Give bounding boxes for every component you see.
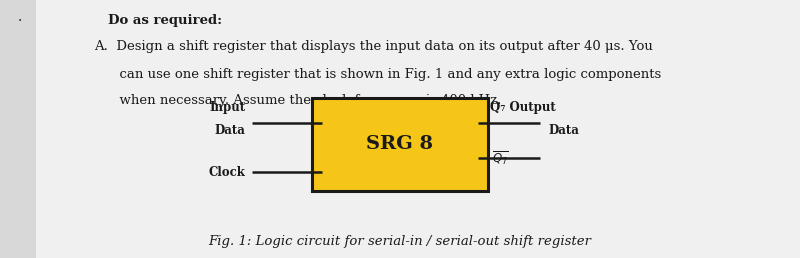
Bar xyxy=(0,0,36,258)
Text: Clock: Clock xyxy=(209,166,246,179)
Text: SRG 8: SRG 8 xyxy=(366,135,434,154)
Bar xyxy=(312,98,488,191)
Text: Q₇ Output: Q₇ Output xyxy=(490,101,556,114)
Text: $\overline{Q_7}$: $\overline{Q_7}$ xyxy=(492,150,509,167)
Text: Input: Input xyxy=(210,101,246,114)
Text: can use one shift register that is shown in Fig. 1 and any extra logic component: can use one shift register that is shown… xyxy=(94,68,662,81)
Text: Data: Data xyxy=(548,124,579,138)
Text: Fig. 1: Logic circuit for serial-in / serial-out shift register: Fig. 1: Logic circuit for serial-in / se… xyxy=(209,235,591,248)
Text: A.  Design a shift register that displays the input data on its output after 40 : A. Design a shift register that displays… xyxy=(94,40,654,53)
Text: ·: · xyxy=(18,14,22,28)
Text: Data: Data xyxy=(214,124,246,138)
Text: when necessary. Assume the clock frequency is 400 kHz.: when necessary. Assume the clock frequen… xyxy=(94,94,502,107)
Text: Do as required:: Do as required: xyxy=(108,14,222,27)
